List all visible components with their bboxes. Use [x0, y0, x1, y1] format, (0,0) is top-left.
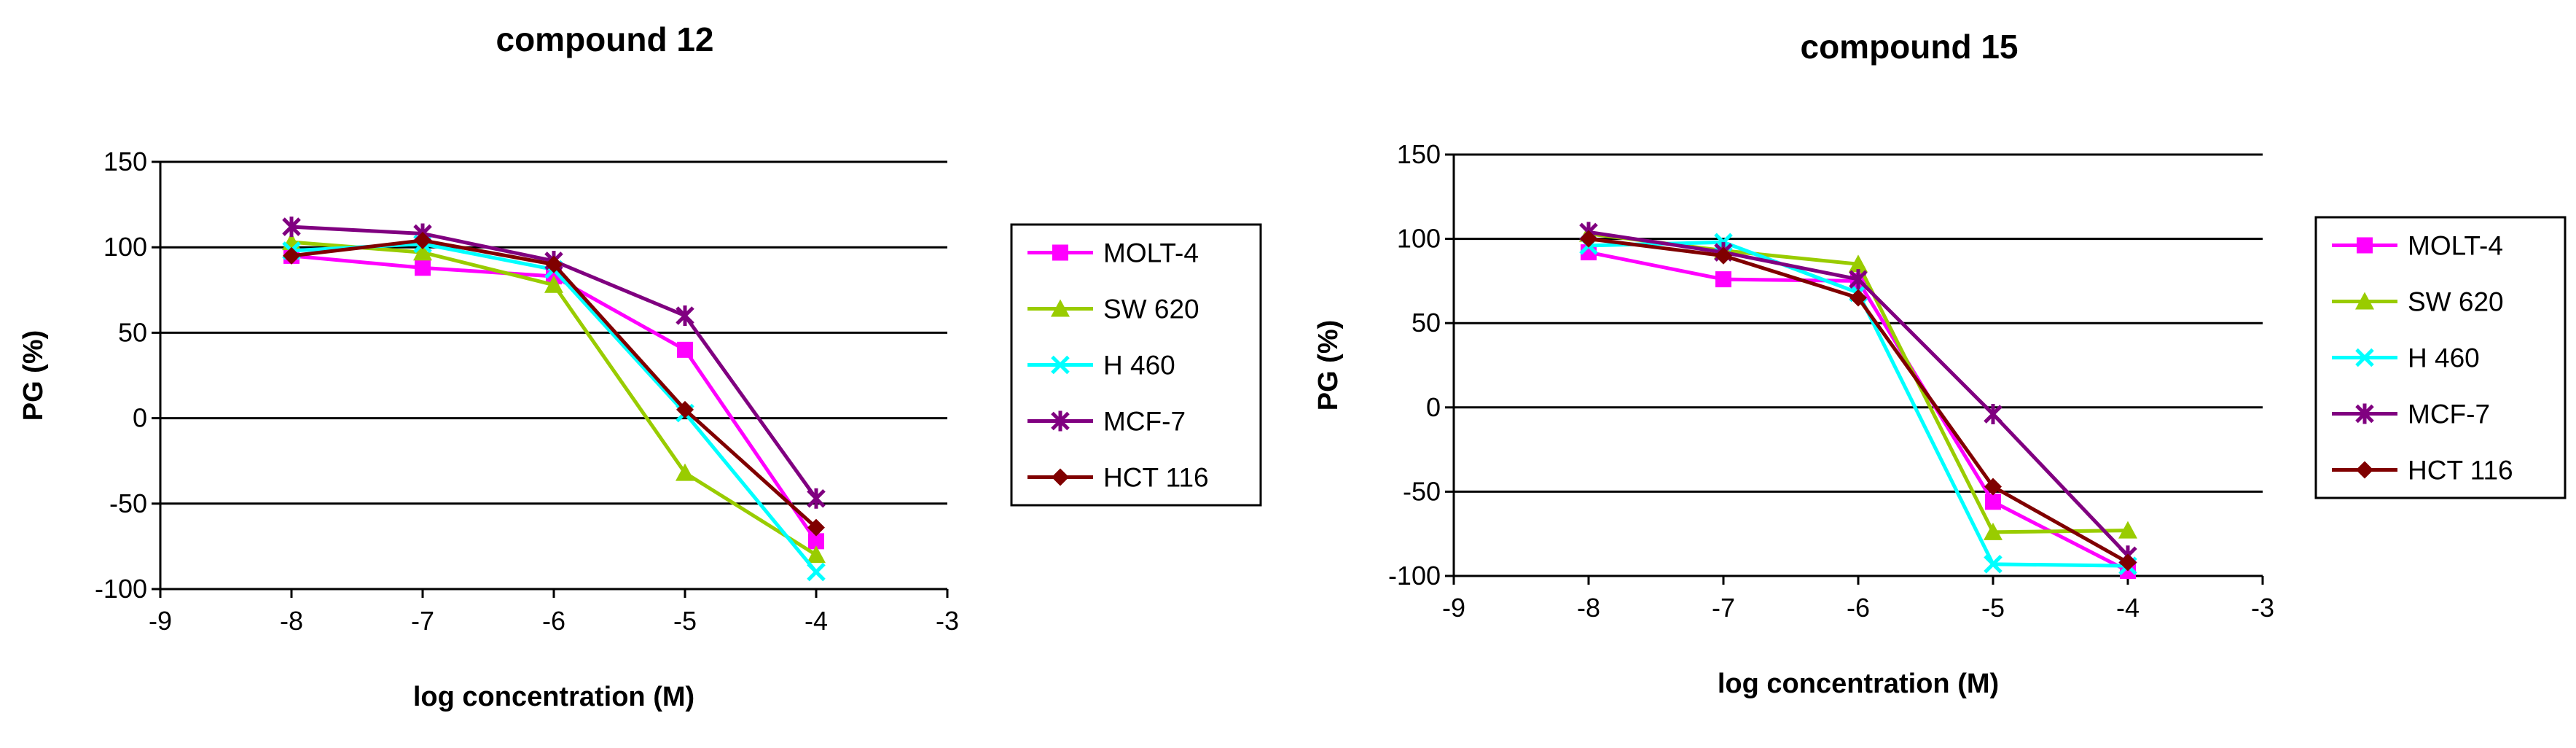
- legend-swatch-marker: [2355, 292, 2374, 310]
- data-point: [413, 243, 432, 261]
- series-hct-116: [283, 231, 825, 537]
- y-tick-label: 100: [1397, 224, 1441, 254]
- legend-swatch-marker: [2355, 348, 2374, 367]
- chart-2: compound 15 -100 -50 0 50 100 150 -9 -8 -7 -6 -5 -4 -…: [1313, 28, 2567, 699]
- data-point: [808, 533, 824, 550]
- legend-box: [2314, 216, 2567, 499]
- series-mcf-7: [1579, 222, 2137, 566]
- y-tick-label: 150: [103, 147, 147, 176]
- legend-label: MOLT-4: [1103, 238, 1199, 268]
- y-tick-label: 0: [1426, 392, 1441, 422]
- data-point: [282, 217, 301, 238]
- legend-swatch-marker: [2355, 403, 2374, 424]
- data-point: [676, 463, 694, 481]
- legend-swatch-marker: [2357, 237, 2373, 254]
- data-point: [1985, 494, 2001, 510]
- data-point: [1984, 404, 2003, 425]
- x-tick-label: -6: [1847, 593, 1870, 623]
- legend-label: SW 620: [2408, 287, 2504, 317]
- data-point: [807, 518, 825, 537]
- series-hct-116: [1580, 230, 2137, 572]
- legend-label: HCT 116: [1103, 463, 1209, 493]
- data-point: [1849, 269, 1868, 290]
- y-tick-label: 0: [133, 403, 147, 433]
- y-tick-label: -50: [1403, 476, 1441, 506]
- y-tick-label: -50: [109, 488, 147, 518]
- chart-1: compound 12 -100 -50 0 50 100 150 -9 -8 -7 -6 -5 -4 -…: [18, 20, 1262, 712]
- data-point: [677, 341, 693, 358]
- legend-swatch-marker: [1051, 355, 1070, 375]
- legend-label: MOLT-4: [2408, 231, 2503, 261]
- data-point: [2118, 521, 2137, 539]
- legend-label: H 460: [1103, 351, 1175, 381]
- series-sw-620: [282, 233, 826, 564]
- legend-swatch-marker: [1051, 299, 1070, 317]
- x-tick-label: -9: [149, 606, 172, 636]
- x-tick-label: -8: [1577, 593, 1600, 623]
- data-point: [283, 246, 300, 265]
- data-point: [807, 562, 826, 582]
- x-tick-label: -4: [2116, 593, 2140, 623]
- x-tick-label: -9: [1442, 593, 1465, 623]
- legend-label: MCF-7: [1103, 407, 1186, 437]
- data-point: [414, 231, 431, 249]
- legend-label: MCF-7: [2408, 400, 2490, 429]
- y-axis-label: PG (%): [1313, 320, 1344, 411]
- x-tick-label: -5: [1981, 593, 2005, 623]
- y-tick-label: 100: [103, 232, 147, 262]
- x-tick-label: -8: [280, 606, 303, 636]
- data-point: [1849, 289, 1867, 307]
- legend: MOLT-4 SW 620 H 460 MCF-7 HCT 116: [1010, 223, 1262, 507]
- legend-label: HCT 116: [2408, 456, 2513, 486]
- y-tick-label: -100: [1388, 561, 1441, 591]
- data-point: [807, 545, 826, 564]
- legend-swatch-marker: [1052, 468, 1069, 486]
- y-axis-label: PG (%): [18, 330, 49, 421]
- data-point: [807, 488, 826, 509]
- x-tick-label: -5: [673, 606, 697, 636]
- x-axis-label: log concentration (M): [413, 682, 694, 712]
- data-point: [2119, 553, 2137, 572]
- legend-swatch-marker: [1051, 410, 1070, 432]
- y-tick-label: 50: [118, 317, 147, 347]
- data-point: [415, 260, 431, 276]
- data-point: [1715, 271, 1731, 288]
- data-point: [1984, 555, 2003, 574]
- x-tick-label: -7: [411, 606, 434, 636]
- data-point: [1849, 254, 1868, 273]
- data-point: [545, 255, 563, 273]
- data-point: [1984, 478, 2002, 496]
- chart-title: compound 12: [496, 20, 713, 58]
- legend-label: SW 620: [1103, 295, 1199, 324]
- data-point: [1715, 246, 1732, 265]
- series-line: [291, 254, 818, 542]
- series-line: [291, 242, 818, 574]
- legend: MOLT-4 SW 620 H 460 MCF-7 HCT 116: [2314, 216, 2567, 499]
- data-point: [1984, 522, 2003, 540]
- y-tick-label: -100: [95, 574, 147, 604]
- x-tick-label: -4: [804, 606, 828, 636]
- data-point: [676, 305, 694, 326]
- chart-title: compound 15: [1800, 28, 2018, 66]
- legend-label: H 460: [2408, 343, 2480, 373]
- y-tick-label: 150: [1397, 139, 1441, 169]
- legend-swatch-marker: [1052, 244, 1068, 261]
- data-point: [1580, 230, 1597, 248]
- x-tick-label: -3: [2251, 593, 2274, 623]
- data-point: [544, 275, 563, 293]
- legend-swatch-marker: [2356, 461, 2373, 479]
- y-tick-label: 50: [1412, 308, 1441, 338]
- x-tick-label: -3: [936, 606, 959, 636]
- data-point: [676, 400, 694, 418]
- x-axis-label: log concentration (M): [1718, 669, 1999, 699]
- x-tick-label: -6: [542, 606, 565, 636]
- x-tick-label: -7: [1712, 593, 1735, 623]
